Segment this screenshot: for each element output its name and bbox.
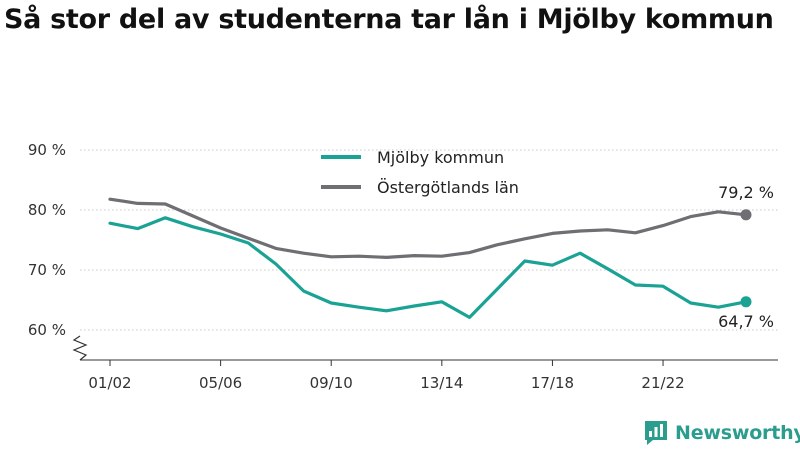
x-tick-label: 01/02: [88, 374, 131, 392]
x-tick-label: 13/14: [420, 374, 463, 392]
brand-name: Newsworthy: [675, 422, 800, 444]
y-tick-label: 80 %: [28, 201, 66, 219]
chart-title: Så stor del av studenterna tar lån i Mjö…: [4, 4, 774, 35]
legend-label: Östergötlands län: [377, 178, 519, 197]
y-tick-label: 70 %: [28, 261, 66, 279]
series-end-point: [740, 209, 752, 221]
series-end-point: [740, 296, 752, 308]
x-tick-label: 17/18: [531, 374, 574, 392]
legend-label: Mjölby kommun: [377, 148, 504, 167]
x-tick-label: 05/06: [199, 374, 242, 392]
series-line-ostergotland: [108, 197, 748, 259]
x-tick-label: 09/10: [310, 374, 353, 392]
brand-logo: Newsworthy: [644, 419, 800, 447]
series-end-label: 64,7 %: [718, 312, 774, 331]
axis-break-icon: [72, 335, 88, 361]
series-line-mjolby: [108, 216, 748, 319]
newsworthy-logo-icon: [645, 421, 667, 445]
x-tick-label: 21/22: [641, 374, 684, 392]
y-tick-label: 90 %: [28, 141, 66, 159]
series-end-label: 79,2 %: [718, 183, 774, 202]
y-tick-label: 60 %: [28, 321, 66, 339]
